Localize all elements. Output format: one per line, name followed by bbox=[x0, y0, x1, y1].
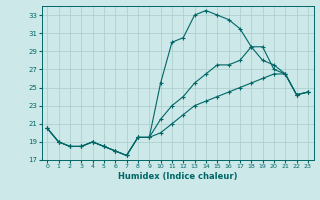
X-axis label: Humidex (Indice chaleur): Humidex (Indice chaleur) bbox=[118, 172, 237, 181]
